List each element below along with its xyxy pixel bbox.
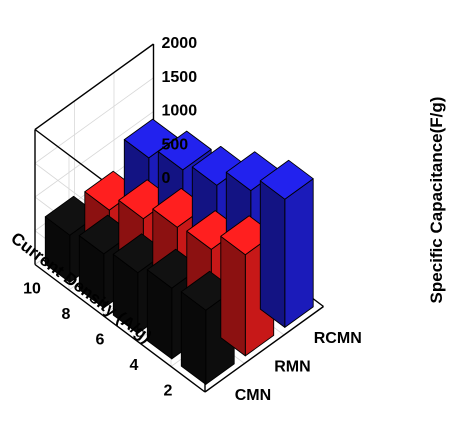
- x-tick-label: 10: [23, 280, 41, 297]
- x-tick-label: 6: [96, 331, 105, 348]
- bars: [44, 118, 314, 385]
- bar-top-face: [123, 118, 178, 159]
- x-tick-label: 4: [130, 357, 139, 374]
- bar-front-face: [284, 178, 314, 328]
- back-wall-grid-line: [34, 111, 154, 198]
- z-tick-label: 500: [162, 136, 189, 153]
- top-edge-line: [34, 43, 154, 131]
- y-tick-label: RCMN: [314, 330, 362, 347]
- bar-side-face: [220, 235, 246, 357]
- x-tick-label: 2: [164, 382, 173, 399]
- y-tick-label: RMN: [274, 358, 310, 375]
- z-tick-label: 2000: [162, 35, 198, 52]
- x-tick-label: 8: [62, 306, 71, 323]
- bar-top-face: [259, 159, 314, 200]
- y-axis-line: [204, 305, 324, 393]
- z-tick-label: 1500: [162, 69, 198, 86]
- y-tick-label: CMN: [235, 387, 271, 404]
- z-axis-title: Specific Capacitance(F/g): [427, 97, 446, 304]
- bar-side-face: [259, 180, 286, 328]
- x-axis-line: [34, 263, 206, 393]
- z-tick-label: 0: [162, 170, 171, 187]
- back-wall-grid-line: [34, 77, 154, 164]
- z-tick-label: 1000: [162, 103, 198, 120]
- bar-top-face: [157, 130, 212, 171]
